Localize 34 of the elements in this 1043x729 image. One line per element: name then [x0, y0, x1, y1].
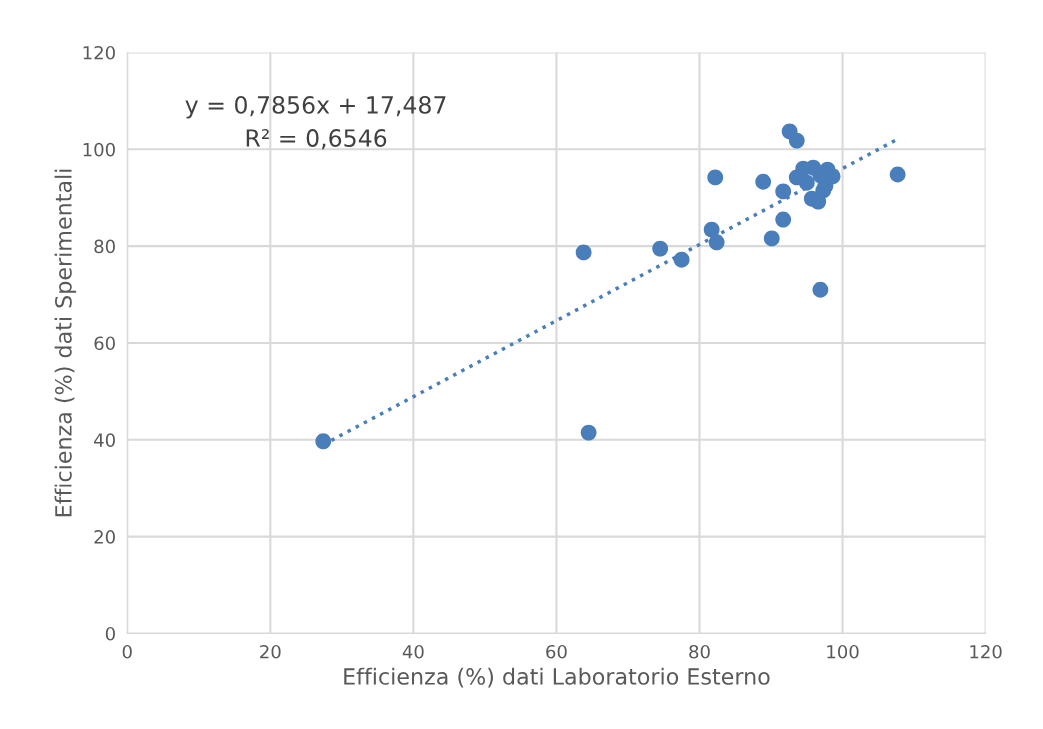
x-tick-label: 120 [970, 644, 1002, 659]
x-tick-label: 60 [546, 644, 567, 659]
y-tick-label: 20 [94, 530, 115, 544]
point [707, 169, 724, 186]
point [775, 183, 792, 200]
point [755, 173, 772, 190]
x-axis-title: Efficienza (%) dati Laboratorio Esterno [344, 667, 770, 688]
point [652, 240, 669, 257]
annotation: y = 0,7856x + 17,487 [185, 95, 446, 119]
point [708, 234, 725, 251]
x-tick-label: 0 [122, 644, 132, 659]
point [580, 424, 597, 441]
point [798, 174, 815, 191]
y-tick-label: 0 [105, 626, 115, 641]
y-axis-title: Efficienza (%) dati Sperimentali [54, 169, 77, 517]
point [673, 251, 690, 268]
point [703, 221, 720, 238]
point [775, 211, 792, 228]
x-tick-label: 40 [402, 644, 424, 659]
x-tick-label: 80 [689, 644, 710, 659]
point [788, 132, 805, 149]
point [575, 244, 592, 261]
y-tick-label: 120 [83, 45, 115, 60]
x-tick-label: 100 [827, 644, 859, 659]
point [812, 281, 829, 298]
x-tick-label: 20 [260, 644, 281, 659]
y-tick-label: 40 [94, 433, 115, 447]
y-tick-label: 100 [83, 142, 115, 157]
point [889, 166, 906, 183]
point [763, 230, 780, 247]
annotation: R² = 0,6546 [246, 129, 387, 150]
y-tick-label: 80 [94, 239, 115, 254]
point [315, 433, 332, 450]
y-tick-label: 60 [94, 336, 115, 351]
